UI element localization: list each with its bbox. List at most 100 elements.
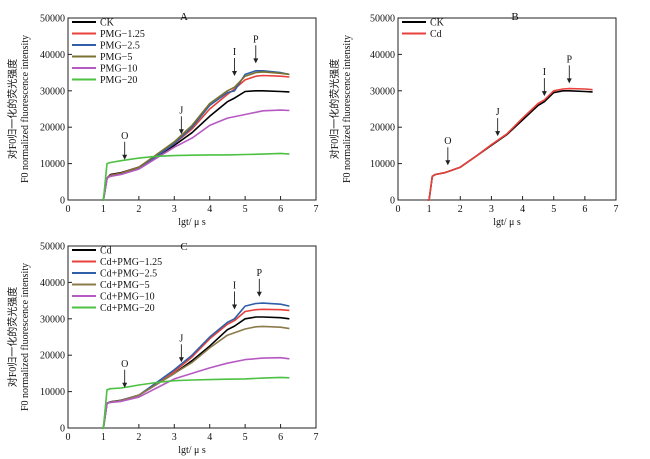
y-tick-label: 10000 — [370, 159, 395, 170]
y-tick-label: 40000 — [370, 50, 395, 61]
y-tick-label: 40000 — [40, 278, 65, 289]
x-tick-label: 1 — [427, 204, 432, 215]
y-tick-label: 0 — [390, 196, 395, 207]
x-tick-label: 3 — [172, 204, 177, 215]
series-line-6 — [101, 376, 290, 429]
legend-label: Cd+PMG−10 — [100, 292, 155, 303]
phase-label: O — [444, 136, 451, 147]
x-tick-label: 1 — [101, 204, 106, 215]
panel-letter: B — [511, 11, 518, 23]
legend-label: Cd+PMG−20 — [100, 303, 155, 314]
series-line-1 — [101, 90, 290, 201]
phase-label: O — [121, 359, 128, 370]
series-line-2 — [427, 87, 593, 201]
x-tick-label: 0 — [396, 204, 401, 215]
phase-arrowhead — [256, 291, 262, 297]
phase-label: I — [233, 281, 236, 292]
x-axis-label: lgt/ μ s — [493, 217, 521, 228]
x-tick-label: 3 — [489, 204, 494, 215]
x-tick-label: 0 — [66, 204, 71, 215]
x-tick-label: 7 — [314, 432, 319, 443]
x-tick-label: 7 — [614, 204, 619, 215]
chart-panel-b: 0 1 2 3 4 5 6 7 0 10000 20000 30000 40000 50000 lgt/ μ… — [328, 11, 619, 228]
y-tick-label: 30000 — [40, 314, 65, 325]
x-tick-label: 7 — [314, 204, 319, 215]
y-tick-label: 30000 — [40, 86, 65, 97]
phase-arrowhead — [178, 357, 184, 363]
y-axis-label-cn: 对F0归一化的荧光强度 — [6, 59, 19, 160]
x-axis-label: lgt/ μ s — [178, 217, 206, 228]
y-axis-label-en: F0 normalized fluorescence intensity — [20, 263, 31, 411]
y-tick-label: 20000 — [370, 123, 395, 134]
y-tick-label: 50000 — [370, 14, 395, 25]
series-line-5 — [101, 109, 290, 201]
phase-arrowhead — [541, 91, 547, 97]
legend-label: PMG−5 — [100, 52, 132, 63]
y-axis-label-en: F0 normalized fluorescence intensity — [20, 35, 31, 183]
legend-label: Cd+PMG−2.5 — [100, 269, 157, 280]
legend-label: CK — [100, 18, 115, 29]
y-tick-label: 50000 — [40, 14, 65, 25]
x-axis-label: lgt/ μ s — [178, 445, 206, 456]
plot-frame — [67, 245, 317, 429]
phase-arrowhead — [495, 131, 501, 137]
y-tick-label: 50000 — [40, 242, 65, 253]
legend-label: Cd — [430, 29, 442, 40]
x-tick-label: 0 — [66, 432, 71, 443]
series-line-1 — [427, 90, 593, 201]
phase-arrowhead — [122, 154, 128, 160]
phase-arrowhead — [253, 58, 259, 64]
panel-letter: A — [180, 11, 188, 23]
phase-label: I — [543, 67, 546, 78]
y-tick-label: 10000 — [40, 159, 65, 170]
phase-label: P — [567, 54, 573, 65]
plot-frame — [397, 17, 617, 201]
x-tick-label: 5 — [551, 204, 556, 215]
y-tick-label: 20000 — [40, 123, 65, 134]
phase-label: P — [253, 34, 259, 45]
phase-label: J — [179, 105, 183, 116]
series-line-5 — [101, 356, 290, 429]
x-tick-label: 5 — [243, 432, 248, 443]
y-tick-label: 30000 — [370, 86, 395, 97]
phase-label: P — [257, 268, 263, 279]
x-tick-label: 2 — [136, 204, 141, 215]
phase-arrowhead — [445, 160, 451, 166]
phase-label: J — [179, 333, 183, 344]
y-tick-label: 40000 — [40, 50, 65, 61]
series-line-2 — [101, 74, 290, 201]
legend-label: PMG−10 — [100, 64, 137, 75]
x-tick-label: 4 — [207, 204, 212, 215]
y-tick-label: 0 — [60, 424, 65, 435]
legend-label: PMG−20 — [100, 75, 137, 86]
phase-arrowhead — [122, 382, 128, 388]
x-tick-label: 4 — [520, 204, 525, 215]
phase-arrowhead — [178, 129, 184, 135]
phase-label: I — [233, 47, 236, 58]
x-tick-label: 6 — [278, 432, 283, 443]
series-line-3 — [101, 302, 290, 429]
plot-frame — [67, 17, 317, 201]
legend-label: Cd — [100, 246, 112, 257]
phase-arrowhead — [232, 71, 238, 77]
phase-label: J — [496, 107, 500, 118]
x-tick-label: 3 — [172, 432, 177, 443]
x-tick-label: 2 — [458, 204, 463, 215]
y-axis-label-cn: 对F0归一化的荧光强度 — [328, 59, 341, 160]
chart-panel-a: 0 1 2 3 4 5 6 7 0 10000 20000 30000 40000 50000 lgt/ μ… — [6, 11, 319, 228]
y-tick-label: 0 — [60, 196, 65, 207]
x-tick-label: 6 — [278, 204, 283, 215]
legend-label: Cd+PMG−5 — [100, 280, 150, 291]
phase-arrowhead — [566, 78, 572, 84]
legend-label: PMG−2.5 — [100, 41, 140, 52]
y-tick-label: 20000 — [40, 351, 65, 362]
legend-label: Cd+PMG−1.25 — [100, 257, 162, 268]
x-tick-label: 2 — [136, 432, 141, 443]
panel-letter: C — [180, 241, 187, 253]
series-line-6 — [101, 152, 290, 201]
phase-arrowhead — [232, 304, 238, 310]
y-axis-label-en: F0 normalized fluorescence intensity — [342, 35, 353, 183]
phase-label: O — [121, 131, 128, 142]
y-axis-label-cn: 对F0归一化的荧光强度 — [6, 287, 19, 388]
